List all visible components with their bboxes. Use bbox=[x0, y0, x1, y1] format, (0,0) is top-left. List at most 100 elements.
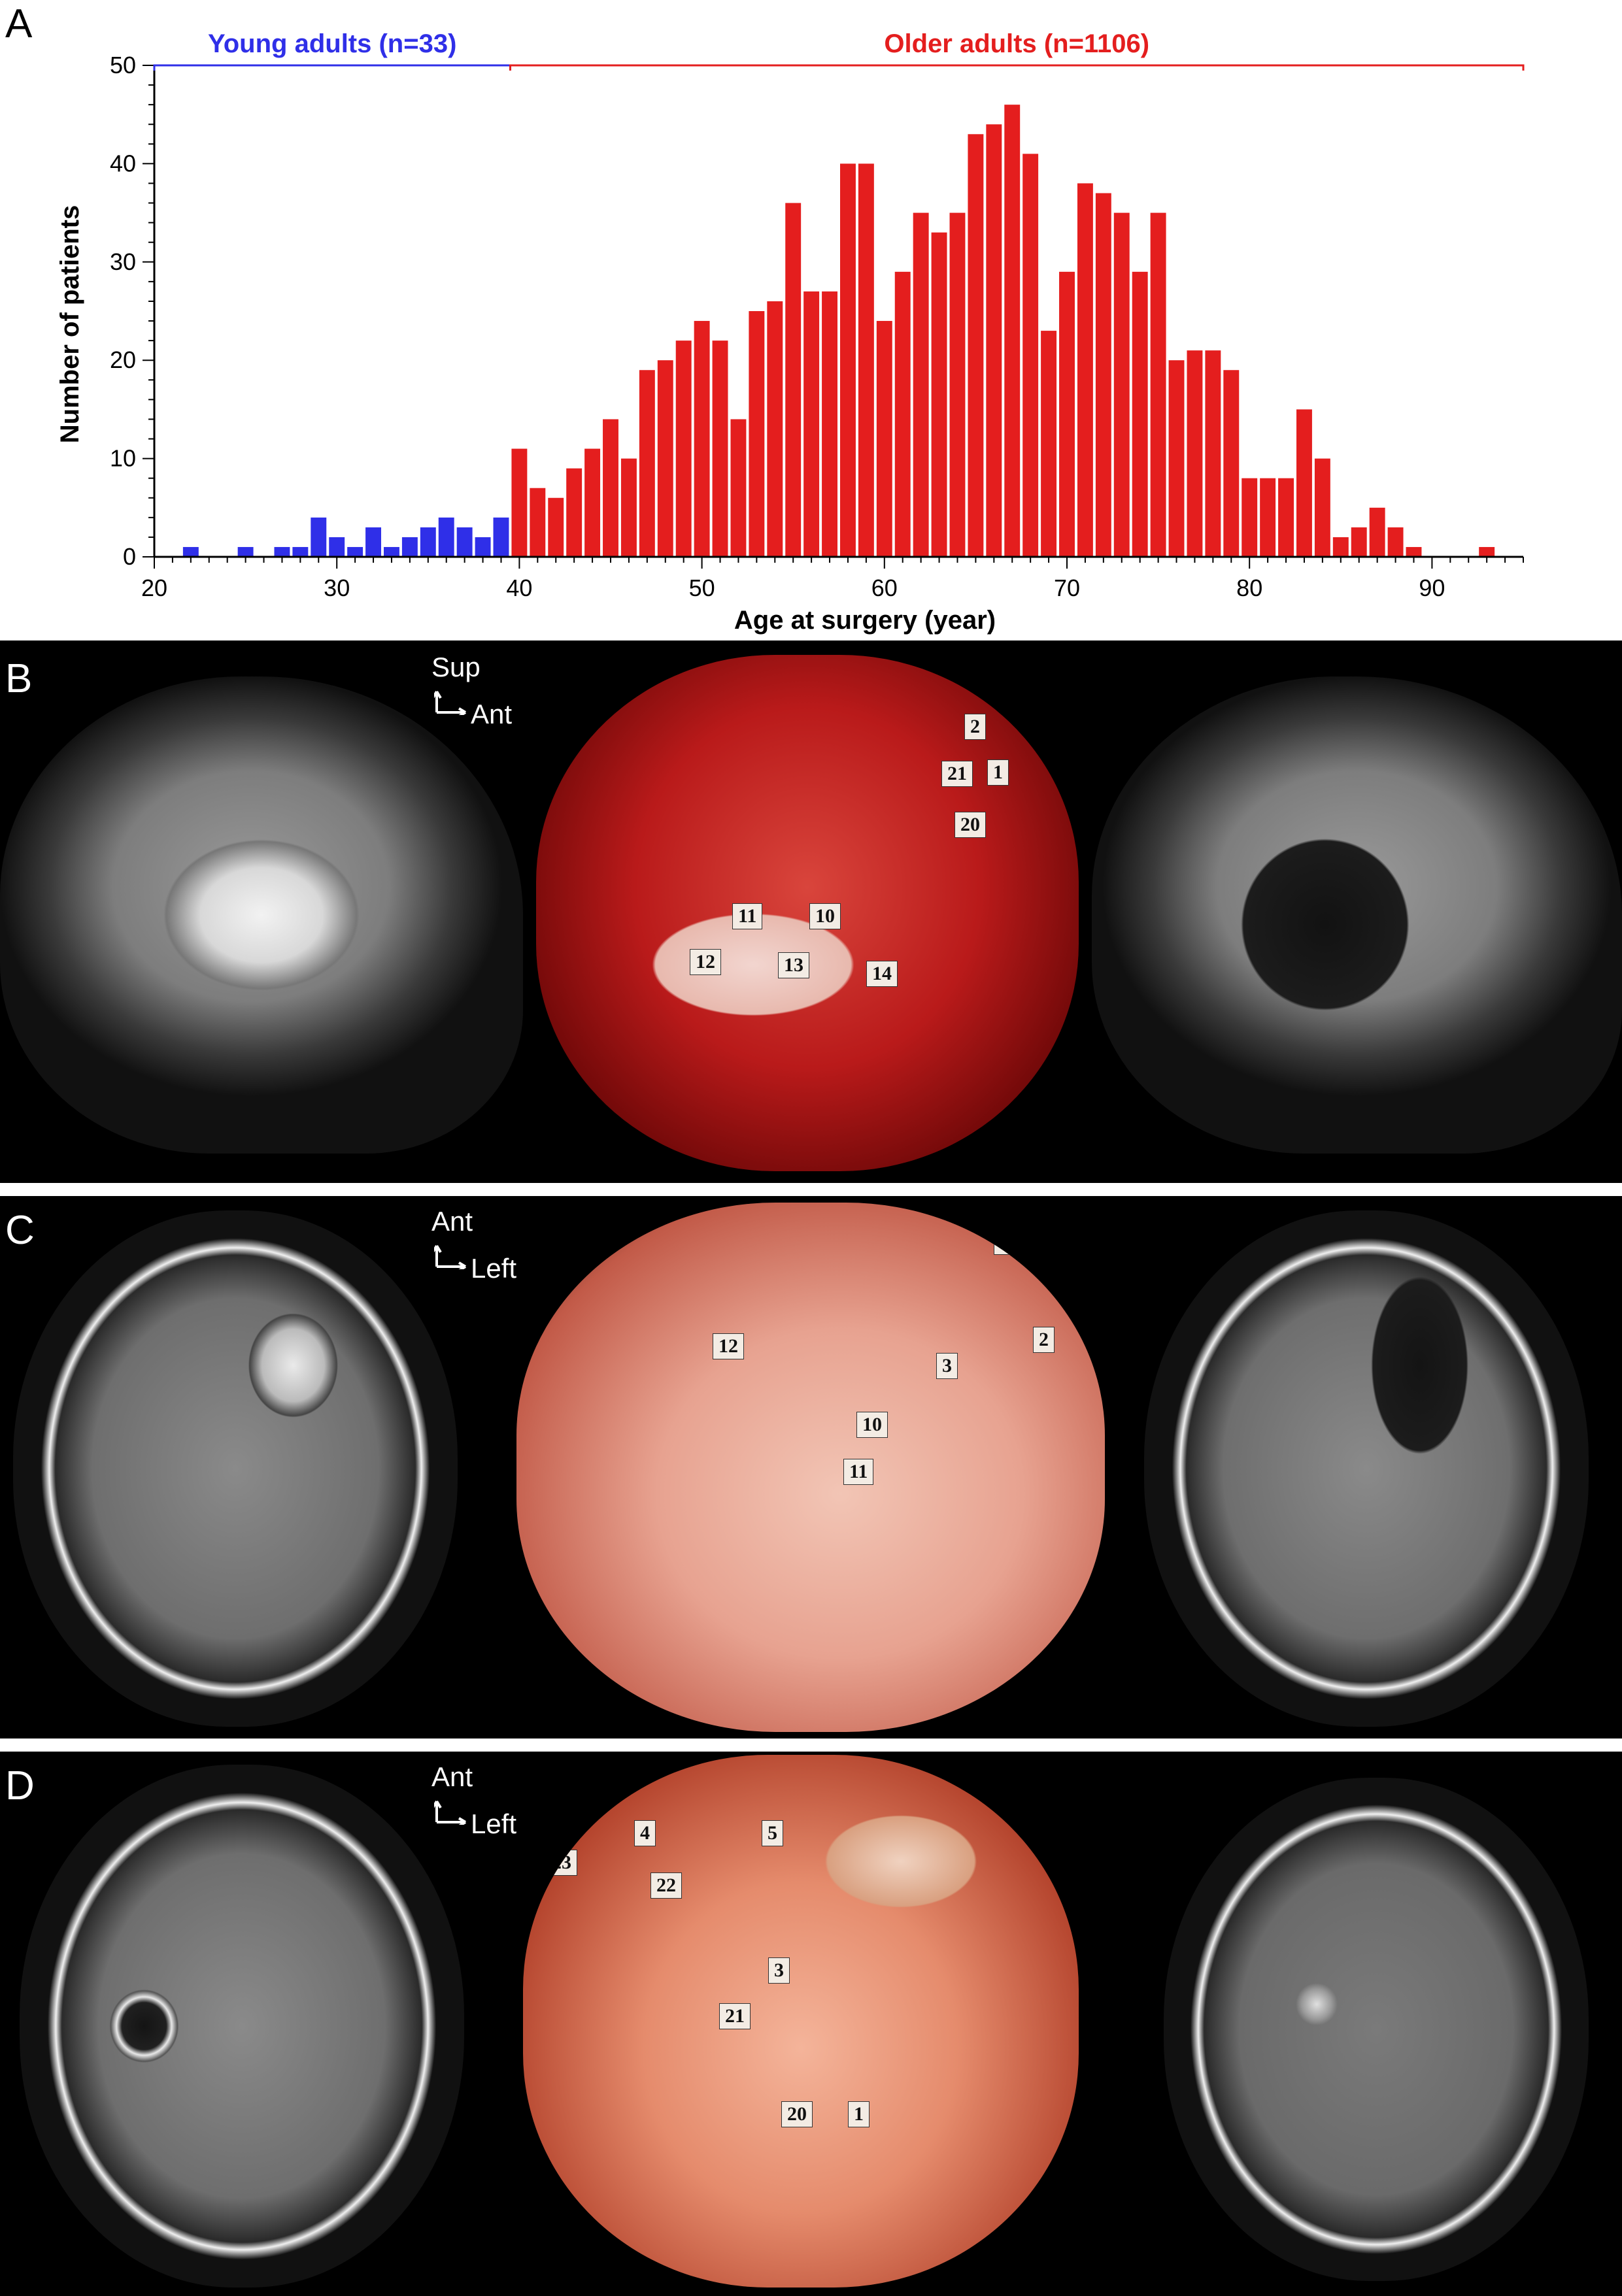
postop-mri-axial-d bbox=[1164, 1778, 1589, 2281]
histogram-bar bbox=[657, 360, 673, 557]
histogram-bar bbox=[1205, 350, 1221, 557]
photo-label: 21 bbox=[719, 2003, 751, 2029]
photo-label: 4 bbox=[994, 1229, 1015, 1255]
histogram-bar bbox=[1296, 409, 1312, 557]
photo-label: 3 bbox=[768, 1957, 790, 1984]
histogram-bar bbox=[949, 212, 966, 557]
histogram-bar bbox=[1168, 360, 1185, 557]
group-bracket bbox=[509, 64, 1525, 71]
photo-label: 14 bbox=[866, 961, 898, 987]
photo-label: 2 bbox=[1033, 1327, 1055, 1353]
histogram-bar bbox=[456, 527, 473, 557]
panel-letter-c: C bbox=[5, 1208, 35, 1253]
histogram-bar bbox=[913, 212, 929, 557]
histogram-bar bbox=[329, 537, 345, 557]
histogram-bar bbox=[274, 546, 290, 557]
histogram-bar bbox=[1132, 271, 1148, 557]
panel-letter-d: D bbox=[5, 1763, 35, 1808]
x-tick-label: 30 bbox=[324, 574, 350, 601]
postop-mri-axial-c bbox=[1144, 1210, 1589, 1727]
histogram-bar bbox=[1387, 527, 1404, 557]
photo-label: 20 bbox=[955, 812, 986, 838]
histogram-bar bbox=[931, 232, 947, 557]
panel-d-images: D 4 23 22 5 3 21 20 1 Ant Left bbox=[0, 1752, 1622, 2296]
histogram-bar bbox=[401, 537, 418, 557]
histogram-bar bbox=[603, 419, 618, 557]
panel-c-images: C 4 12 3 2 10 11 Ant Left bbox=[0, 1196, 1622, 1739]
photo-label: 12 bbox=[713, 1333, 744, 1359]
histogram-bar bbox=[1479, 546, 1495, 557]
histogram-bar bbox=[1314, 458, 1330, 557]
histogram-bar bbox=[749, 311, 765, 557]
histogram-bar bbox=[730, 419, 747, 557]
histogram-bar bbox=[1150, 212, 1166, 557]
histogram-bar bbox=[785, 203, 802, 557]
x-tick-label: 40 bbox=[506, 574, 532, 601]
photo-label: 3 bbox=[936, 1353, 958, 1379]
photo-label: 5 bbox=[762, 1820, 783, 1846]
histogram-bar bbox=[1187, 350, 1203, 557]
photo-label: 10 bbox=[809, 903, 841, 929]
histogram-bar bbox=[620, 458, 637, 557]
preop-mri-axial-d bbox=[20, 1765, 464, 2288]
preop-mri-sagittal bbox=[0, 676, 523, 1154]
histogram-bar bbox=[292, 546, 309, 557]
postop-mri-sagittal bbox=[1092, 676, 1622, 1154]
group-label: Young adults (n=33) bbox=[208, 29, 456, 58]
age-histogram-chart: 20 30 40 50 60 70 80 90 0 10 20 30 40 50 Age at surger… bbox=[56, 29, 1525, 635]
photo-label: 10 bbox=[856, 1412, 888, 1438]
x-tick-label: 60 bbox=[871, 574, 898, 601]
orientation-arrows-icon bbox=[434, 1800, 467, 1825]
y-tick-label: 20 bbox=[110, 346, 136, 373]
orientation-right-label: Ant bbox=[471, 699, 513, 729]
histogram-bar bbox=[530, 488, 546, 557]
histogram-bar bbox=[182, 546, 199, 557]
orientation-arrows-icon bbox=[434, 1244, 467, 1269]
photo-label: 11 bbox=[732, 903, 763, 929]
histogram-bar bbox=[511, 448, 528, 557]
intraop-photo-d: 4 23 22 5 3 21 20 1 bbox=[523, 1755, 1079, 2288]
y-tick-label: 0 bbox=[123, 543, 136, 570]
group-bracket bbox=[153, 64, 511, 71]
x-tick-label: 90 bbox=[1419, 574, 1445, 601]
histogram-bar bbox=[639, 370, 655, 557]
photo-label: 1 bbox=[987, 759, 1009, 786]
histogram-bar bbox=[311, 517, 327, 557]
histogram-bar bbox=[675, 341, 692, 557]
panel-letter-a: A bbox=[5, 1, 33, 46]
histogram-bar bbox=[1113, 212, 1130, 557]
panel-letter-b: B bbox=[5, 656, 33, 701]
histogram-bar bbox=[822, 291, 837, 557]
histogram-bar bbox=[493, 517, 509, 557]
orientation-arrows-icon bbox=[434, 690, 467, 715]
photo-label: 21 bbox=[941, 761, 973, 787]
orientation-up-label: Ant bbox=[431, 1761, 473, 1792]
histogram-bar bbox=[1041, 331, 1057, 557]
histogram-bar bbox=[1369, 507, 1385, 557]
histogram-bar bbox=[858, 163, 874, 557]
y-tick-label: 40 bbox=[110, 150, 136, 176]
orientation-right-label: Left bbox=[471, 1808, 517, 1839]
histogram-bar bbox=[767, 301, 783, 557]
x-tick-label: 50 bbox=[689, 574, 715, 601]
photo-label: 20 bbox=[781, 2101, 813, 2127]
histogram-bar bbox=[384, 546, 399, 557]
photo-label: 1 bbox=[848, 2101, 870, 2127]
orientation-right-label: Left bbox=[471, 1253, 517, 1284]
photo-label: 23 bbox=[546, 1850, 577, 1876]
group-label: Older adults (n=1106) bbox=[884, 29, 1149, 58]
histogram-bar bbox=[1260, 478, 1276, 557]
histogram-bar bbox=[840, 163, 856, 557]
y-tick-label: 30 bbox=[110, 248, 136, 275]
photo-label: 4 bbox=[634, 1820, 656, 1846]
y-tick-label: 10 bbox=[110, 445, 136, 472]
x-tick-label: 70 bbox=[1054, 574, 1080, 601]
histogram-bar bbox=[365, 527, 381, 557]
intraop-photo-b: 2 21 1 20 11 10 12 13 14 bbox=[536, 655, 1079, 1171]
histogram-bar bbox=[1004, 105, 1021, 557]
preop-mri-axial-c bbox=[13, 1210, 458, 1727]
orientation-up-label: Sup bbox=[431, 652, 481, 682]
histogram-bar bbox=[548, 497, 564, 557]
histogram-bar bbox=[1332, 537, 1349, 557]
photo-label: 13 bbox=[778, 952, 809, 978]
